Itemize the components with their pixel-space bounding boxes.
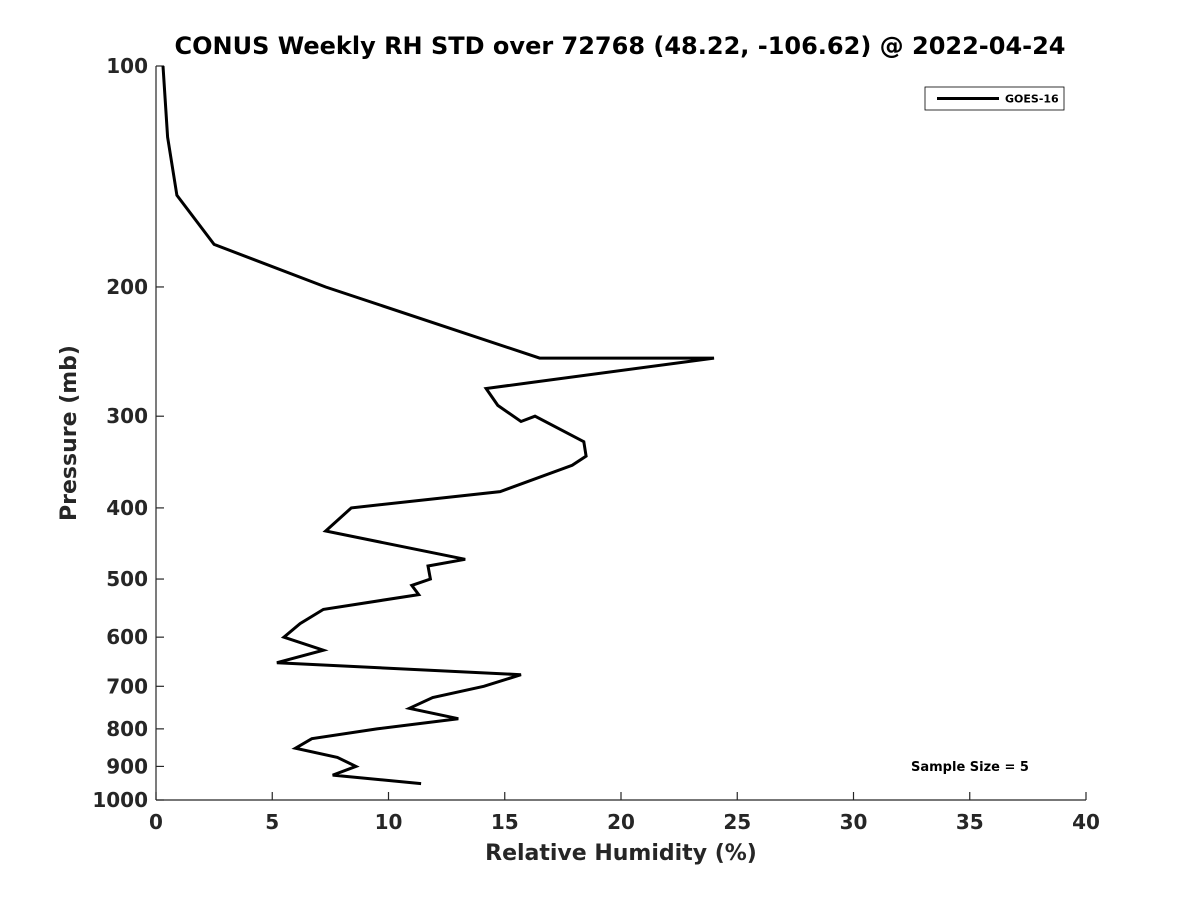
legend: GOES-16 bbox=[924, 86, 1065, 111]
y-tick-label: 800 bbox=[106, 717, 148, 741]
chart-title: CONUS Weekly RH STD over 72768 (48.22, -… bbox=[174, 32, 1065, 60]
y-tick-label: 500 bbox=[106, 567, 148, 591]
x-tick-label: 15 bbox=[491, 810, 519, 834]
y-tick-label: 300 bbox=[106, 404, 148, 428]
plot-axes bbox=[155, 66, 1086, 801]
y-tick-label: 900 bbox=[106, 754, 148, 778]
y-tick-label: 400 bbox=[106, 496, 148, 520]
series-line-goes-16 bbox=[161, 65, 715, 786]
x-tick-label: 30 bbox=[840, 810, 868, 834]
x-ticks: 0 5 10 15 20 25 30 35 40 bbox=[149, 792, 1100, 834]
sample-size-annotation: Sample Size = 5 bbox=[911, 760, 1029, 775]
y-ticks: 100 200 300 400 500 600 700 800 900 1000 bbox=[92, 54, 164, 812]
y-tick-label: 1000 bbox=[92, 788, 148, 812]
x-tick-label: 5 bbox=[265, 810, 279, 834]
y-tick-label: 600 bbox=[106, 625, 148, 649]
x-tick-label: 25 bbox=[723, 810, 751, 834]
series-layer bbox=[161, 65, 715, 786]
y-tick-label: 700 bbox=[106, 674, 148, 698]
x-tick-label: 40 bbox=[1072, 810, 1100, 834]
x-tick-label: 0 bbox=[149, 810, 163, 834]
y-axis-label: Pressure (mb) bbox=[57, 345, 82, 521]
x-tick-label: 35 bbox=[956, 810, 984, 834]
x-axis-label: Relative Humidity (%) bbox=[485, 841, 757, 866]
x-tick-label: 20 bbox=[607, 810, 635, 834]
y-tick-label: 100 bbox=[106, 54, 148, 78]
y-tick-label: 200 bbox=[106, 275, 148, 299]
x-tick-label: 10 bbox=[375, 810, 403, 834]
legend-label: GOES-16 bbox=[1005, 93, 1059, 106]
